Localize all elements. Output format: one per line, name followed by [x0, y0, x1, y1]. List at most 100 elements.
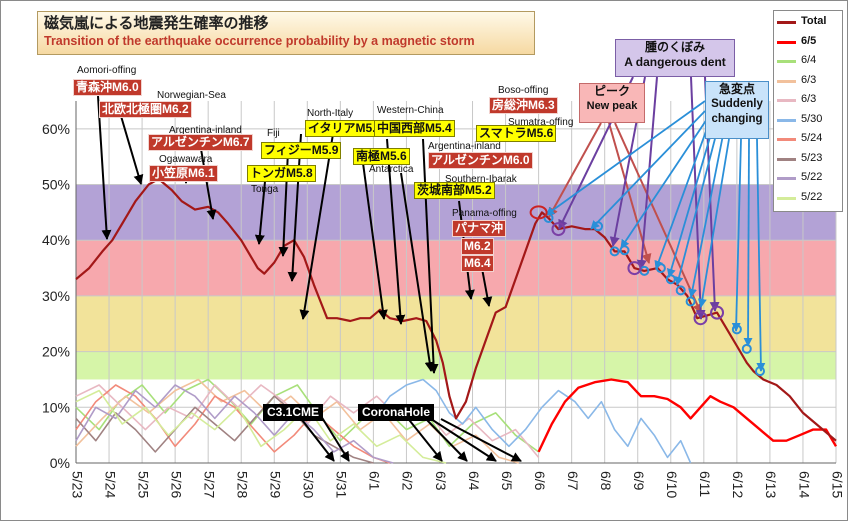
y-tick-label: 40%	[42, 232, 70, 248]
x-tick-label: 5/31	[334, 471, 350, 498]
annotation-arrow	[362, 162, 388, 320]
change-marker	[665, 274, 676, 285]
x-tick-label: 6/8	[598, 471, 614, 491]
peak-callout-en: New peak	[586, 100, 638, 112]
x-tick-label: 6/3	[433, 471, 449, 491]
annotation-arrow	[743, 138, 753, 347]
x-tick-label: 6/4	[466, 471, 482, 491]
legend-label: 5/22	[801, 171, 823, 183]
legend-label: 6/3	[801, 93, 817, 105]
legend-swatch	[777, 40, 796, 44]
quake-label-yellow: フィジーM5.9	[261, 142, 342, 159]
change-marker	[731, 324, 742, 335]
legend-swatch	[777, 177, 796, 180]
x-tick-label: 5/29	[268, 471, 284, 498]
annotation-arrow	[200, 148, 217, 220]
x-tick-label: 5/28	[235, 471, 251, 498]
place-label-en: Antarctica	[369, 164, 414, 175]
place-label-en: Southern-Ibarak	[445, 174, 517, 185]
place-label-en: Sumatra-offing	[508, 117, 574, 128]
change-marker	[675, 285, 686, 296]
legend-swatch	[777, 138, 796, 141]
legend-label: 6/4	[801, 54, 817, 66]
place-label-en: Western-China	[377, 105, 444, 116]
x-tick-label: 6/2	[400, 471, 416, 491]
chart-title-jp: 磁気嵐による地震発生確率の推移	[44, 15, 269, 32]
annotation-arrow	[608, 122, 652, 264]
annotation-arrow	[425, 418, 468, 462]
series-line-6-4-2	[75, 378, 540, 453]
quake-label-jp: アルゼンチンM6.7	[148, 134, 253, 151]
legend-swatch	[777, 157, 796, 161]
place-label-en: Argentina-inland	[428, 141, 501, 152]
place-label-en: Norwegian-Sea	[157, 90, 226, 101]
change-callout-jp: 急変点	[718, 82, 755, 96]
annotation-arrow	[430, 418, 497, 462]
quake-label-jp: M6.2	[461, 238, 494, 255]
legend-swatch	[777, 79, 796, 83]
change-marker	[619, 245, 630, 256]
legend-swatch	[777, 60, 796, 63]
legend-label: Total	[801, 15, 827, 27]
x-axis-ticks: 5/23 5/24 5/25 5/26 5/27 5/28 5/29 5/30 5/31 6/1 6…	[69, 471, 845, 498]
quake-label-jp: 房総沖M6.3	[489, 97, 558, 114]
dent-callout-jp: 腫のくぼみ	[644, 40, 705, 54]
y-tick-label: 10%	[42, 399, 70, 415]
change-marker	[655, 263, 666, 274]
legend-label: 6/5	[801, 34, 817, 47]
annotation-arrow	[254, 170, 267, 245]
series-line-5-22-9	[75, 389, 447, 464]
change-marker	[741, 343, 752, 354]
annotation-arrow	[731, 138, 742, 332]
place-label-en: Aomori-offing	[77, 65, 137, 76]
change-marker	[685, 296, 696, 307]
peak-callout: ピーク New peak	[579, 83, 645, 123]
x-tick-label: 5/25	[135, 471, 151, 498]
legend-swatch	[777, 196, 796, 200]
x-tick-label: 6/1	[367, 471, 383, 491]
band-1	[76, 295, 836, 352]
place-label-en: Ogawawara	[159, 154, 213, 165]
quake-label-jp: 北欧北極圏M6.2	[99, 101, 192, 118]
x-tick-label: 5/23	[69, 471, 85, 498]
annotation-arrow	[400, 172, 435, 372]
quake-label-yellow: 南極M5.6	[353, 148, 410, 165]
dent-callout: 腫のくぼみ A dangerous dent	[615, 39, 735, 77]
dent-marker	[710, 305, 725, 320]
legend-label: 5/23	[801, 151, 823, 164]
annotation-arrow	[674, 130, 718, 286]
place-label-en: Tonga	[251, 184, 279, 195]
annotation-arrow	[548, 122, 602, 218]
band-0	[76, 351, 836, 380]
peak-marker	[529, 205, 548, 220]
band-2	[76, 240, 836, 296]
dent-marker	[551, 222, 566, 237]
legend-swatch	[777, 21, 796, 24]
y-tick-label: 20%	[42, 344, 70, 360]
x-tick-label: 6/11	[697, 471, 713, 497]
place-label-en: Boso-offing	[498, 85, 549, 96]
annotation-arrow	[620, 118, 708, 249]
x-tick-label: 6/14	[796, 471, 812, 498]
change-callout: 急変点 Suddenly changing	[705, 81, 769, 139]
quake-label-yellow: イタリアM5.8	[305, 120, 386, 137]
y-tick-label: 50%	[42, 177, 70, 193]
y-axis-ticks: 0% 10% 20% 30% 40% 50% 60%	[42, 121, 70, 471]
annotation-arrow	[405, 415, 443, 462]
quake-label-yellow: 中国西部M5.4	[374, 120, 455, 137]
annotation-arrow	[97, 95, 112, 240]
event-label: CoronaHole	[358, 404, 435, 421]
annotation-arrow	[120, 115, 144, 185]
annotation-markers	[529, 205, 765, 377]
series-line-5-24-6	[75, 384, 391, 464]
x-tick-label: 6/7	[565, 471, 581, 491]
x-tick-label: 6/12	[730, 471, 746, 498]
place-label-en: Argentina-inland	[169, 125, 242, 136]
x-tick-label: 6/6	[532, 471, 548, 491]
dent-marker	[627, 261, 642, 276]
quake-label-jp: 青森沖M6.0	[73, 79, 142, 96]
gridlines	[75, 101, 837, 464]
quake-label-jp: パナマ沖	[452, 220, 507, 237]
change-callout-en: Suddenly changing	[711, 98, 763, 125]
